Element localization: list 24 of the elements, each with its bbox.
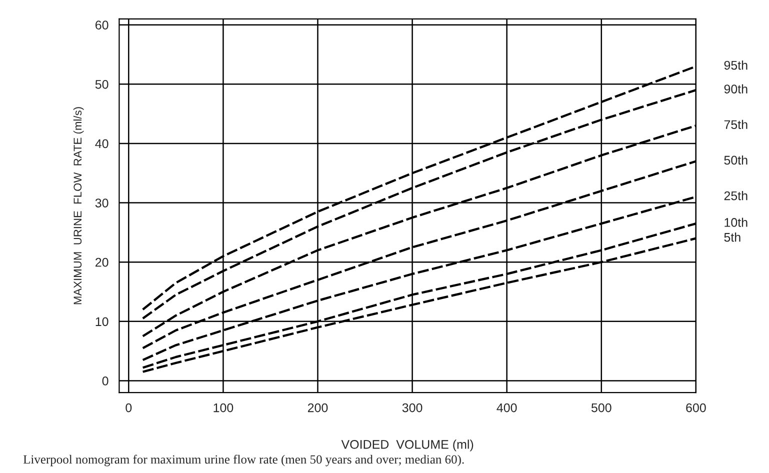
text: Liverpool nomogram for maximum urine flow rate (men 50 years and over; median 60). (23, 454, 464, 466)
y-tick-label: 0 (102, 376, 108, 386)
y-tick-label: 60 (96, 20, 108, 30)
x-axis-title: VOIDED VOLUME (ml) (341, 440, 474, 452)
text: 25th (724, 191, 748, 200)
text: 50th (724, 155, 748, 165)
x-tick-label: 600 (686, 403, 706, 412)
text: 75th (724, 120, 748, 130)
x-tick-label: 200 (308, 403, 328, 412)
x-tick-label: 500 (591, 403, 612, 412)
y-axis-title: MAXIMUM URINE FLOW RATE (ml/s) (73, 107, 84, 304)
y-tick-label: 40 (95, 139, 108, 148)
text: 5th (724, 232, 740, 242)
text: 10th (724, 218, 748, 227)
y-tick-label: 50 (95, 80, 108, 89)
text: 95th (724, 60, 748, 70)
x-tick-label: 0 (126, 403, 132, 412)
y-tick-label: 10 (96, 317, 108, 326)
x-tick-label: 300 (402, 403, 422, 412)
y-tick-label: 20 (96, 258, 108, 267)
x-tick-label: 400 (496, 403, 517, 412)
text: 90th (724, 84, 748, 94)
x-tick-label: 100 (214, 403, 234, 412)
y-tick-label: 30 (95, 198, 108, 208)
